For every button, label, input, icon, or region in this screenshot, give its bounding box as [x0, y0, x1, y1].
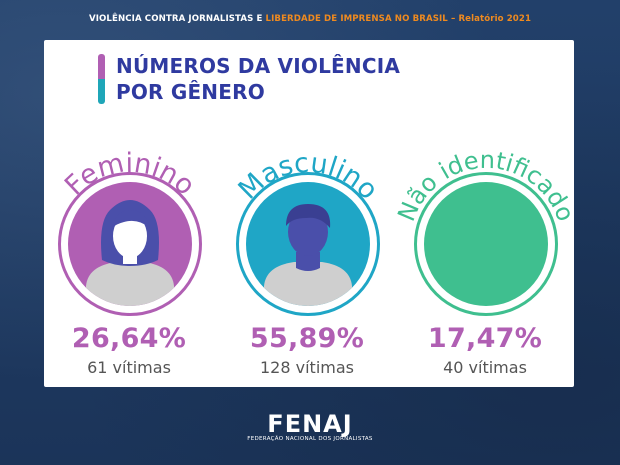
male-avatar-icon: [264, 204, 352, 306]
title-accent-bars: [98, 54, 105, 104]
group-masculino: Masculino 55,89% 128 vítimas: [222, 128, 392, 387]
page-title: NÚMEROS DA VIOLÊNCIA POR GÊNERO: [116, 53, 400, 105]
fenaj-logo: FENAJ: [267, 410, 353, 438]
disc-feminino: [68, 182, 192, 306]
group-nao-identificado: Não identificado 17,47% 40 vítimas: [392, 128, 580, 387]
title-line-1: NÚMEROS DA VIOLÊNCIA: [116, 54, 401, 78]
header-accent-text: LIBERDADE DE IMPRENSA NO BRASIL – Relató…: [265, 14, 532, 24]
victims-masculino: 128 vítimas: [260, 358, 354, 377]
percent-masculino: 55,89%: [249, 323, 365, 354]
percent-nao-identificado: 17,47%: [427, 323, 543, 354]
disc-nao-identificado: [424, 182, 548, 306]
ring-nao-identificado: [414, 172, 558, 316]
ring-masculino: [236, 172, 380, 316]
female-avatar-icon: [86, 200, 174, 306]
ring-feminino: [58, 172, 202, 316]
victims-nao-identificado: 40 vítimas: [443, 358, 527, 377]
group-feminino: Feminino 26,64% 61 vítimas: [44, 128, 214, 387]
teal-bar: [98, 79, 105, 104]
circle-feminino: [44, 128, 214, 316]
report-header: VIOLÊNCIA CONTRA JORNALISTAS E LIBERDADE…: [0, 14, 620, 24]
circle-masculino: [222, 128, 392, 316]
pink-bar: [98, 54, 105, 79]
victims-feminino: 61 vítimas: [87, 358, 171, 377]
title-line-2: POR GÊNERO: [116, 80, 265, 104]
fenaj-subtitle: FEDERAÇÃO NACIONAL DOS JORNALISTAS: [247, 436, 373, 442]
percent-feminino: 26,64%: [71, 323, 187, 354]
infographic-card: NÚMEROS DA VIOLÊNCIA POR GÊNERO Feminino: [44, 40, 580, 387]
header-text: VIOLÊNCIA CONTRA JORNALISTAS E: [88, 14, 266, 24]
disc-masculino: [246, 182, 370, 306]
circle-nao-identificado: [400, 128, 570, 316]
